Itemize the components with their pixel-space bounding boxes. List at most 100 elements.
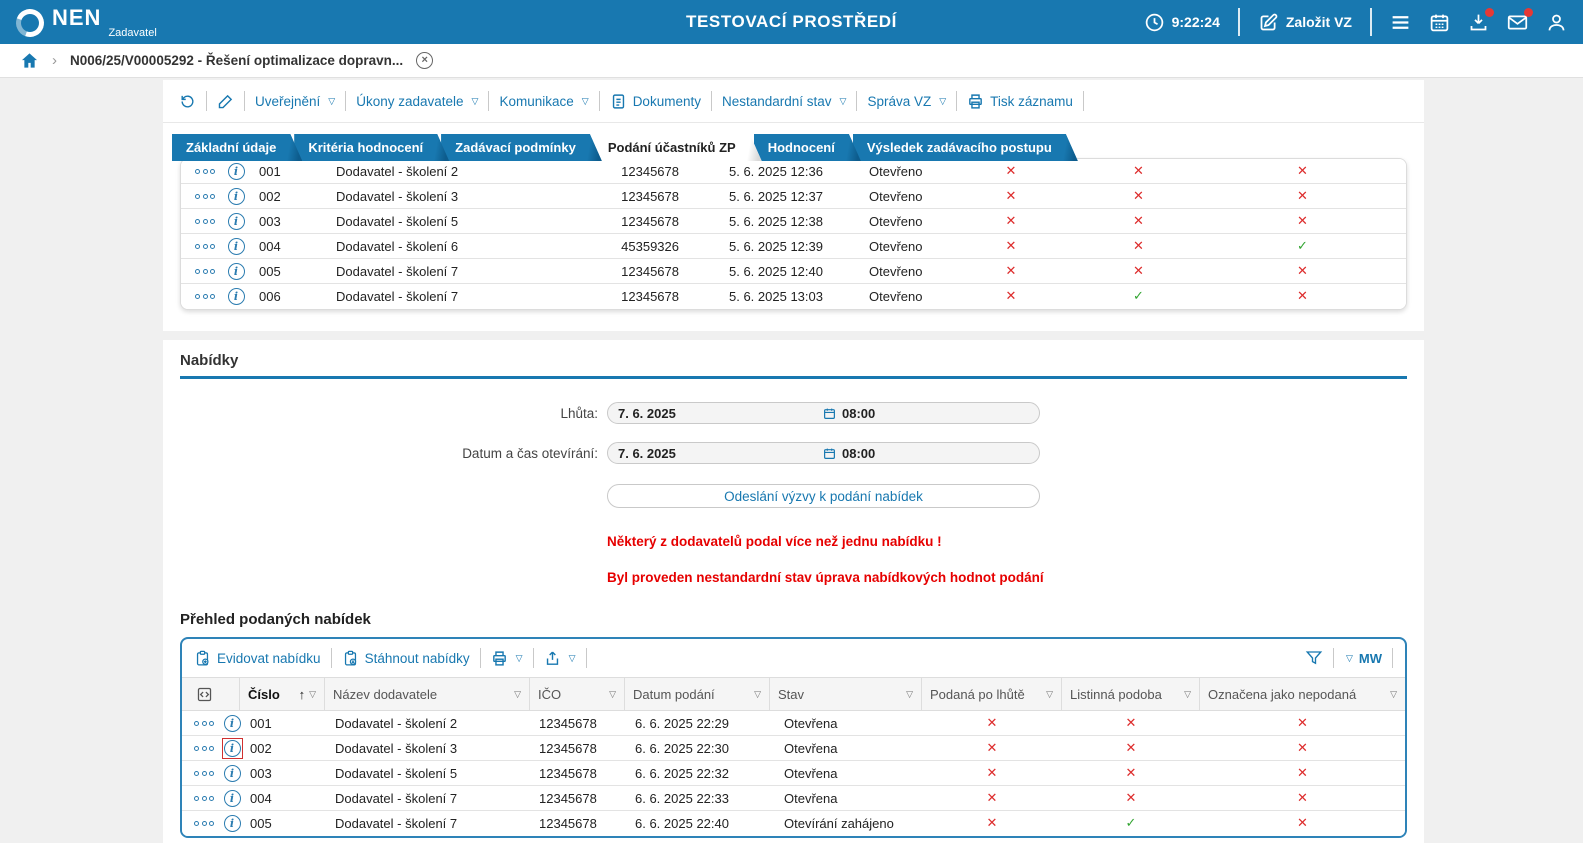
menu-komunikace[interactable]: Komunikace ▽ (499, 93, 589, 109)
mark-podana-po-lhute: ✕ (1005, 263, 1017, 279)
column-header-cislo[interactable]: Číslo ↑ ▽ (240, 678, 325, 710)
column-header-datum[interactable]: Datum podání ▽ (625, 678, 770, 710)
cell-ico: 12345678 (539, 715, 597, 731)
menu-uverejneni[interactable]: Uveřejnění ▽ (255, 93, 336, 109)
row-menu-icon[interactable] (195, 218, 218, 224)
menu-button[interactable] (1390, 12, 1411, 33)
info-icon[interactable]: i (227, 262, 245, 280)
row-menu-icon[interactable] (195, 294, 218, 299)
breadcrumb-item[interactable]: N006/25/V00005292 - Řešení optimalizace … (70, 53, 404, 68)
cell-datum: 5. 6. 2025 13:03 (729, 289, 823, 304)
view-selector[interactable]: ▽ MW (1345, 650, 1382, 666)
row-menu-icon[interactable] (195, 268, 218, 274)
info-icon[interactable]: i (223, 789, 241, 807)
menu-sprava-vz[interactable]: Správa VZ ▽ (867, 93, 947, 109)
row-menu-icon[interactable] (195, 193, 218, 199)
mark-podana-po-lhute: ✕ (986, 740, 998, 756)
tab-1[interactable]: Základní údaje (172, 134, 302, 161)
downloads-button[interactable] (1468, 7, 1494, 33)
row-menu-icon[interactable] (195, 243, 218, 249)
calendar-button[interactable] (1429, 12, 1450, 33)
column-header-po-lhute[interactable]: Podaná po lhůtě ▽ (922, 678, 1062, 710)
calendar-icon (1430, 14, 1449, 31)
cell-cislo: 002 (250, 740, 272, 756)
opening-time-value[interactable]: 08:00 (842, 445, 876, 461)
opening-field[interactable]: 7. 6. 2025 08:00 (607, 442, 1040, 464)
cell-nazev: Dodavatel - školení 5 (336, 213, 459, 229)
menu-ukony-zadavatele[interactable]: Úkony zadavatele ▽ (356, 93, 479, 109)
cell-stav: Otevřena (784, 740, 838, 756)
create-vz-button[interactable]: Založit VZ (1258, 12, 1352, 33)
row-menu-icon[interactable] (194, 770, 217, 776)
row-menu-icon[interactable] (194, 720, 217, 726)
nen-logo[interactable]: NEN Zadavatel (11, 3, 157, 42)
info-icon[interactable]: i (227, 162, 245, 180)
tab-6[interactable]: Výsledek zadávacího postupu (853, 134, 1078, 161)
cell-ico: 12345678 (539, 765, 597, 781)
register-offer-button[interactable]: Evidovat nabídku (194, 650, 321, 667)
info-icon[interactable]: i (227, 288, 245, 305)
info-icon[interactable]: i (223, 764, 241, 782)
chevron-down-icon: ▽ (1046, 688, 1053, 699)
download-offers-button[interactable]: Stáhnout nabídky (342, 650, 470, 667)
cell-stav: Otevřeno (869, 163, 923, 179)
sort-asc-icon: ↑ (298, 686, 306, 702)
info-icon[interactable]: i (227, 187, 245, 205)
tab-3[interactable]: Zadávací podmínky (441, 134, 602, 161)
menu-nestandardni-stav[interactable]: Nestandardní stav ▽ (721, 93, 847, 109)
row-menu-icon[interactable] (194, 745, 217, 751)
deadline-time-value[interactable]: 08:00 (842, 405, 876, 421)
column-header-ico[interactable]: IČO ▽ (530, 678, 625, 710)
tab-4[interactable]: Podání účastníků ZP (594, 134, 762, 161)
chevron-down-icon: ▽ (309, 688, 316, 699)
table-row: i 001 Dodavatel - školení 2 12345678 5. … (181, 159, 1406, 184)
column-chooser[interactable] (182, 678, 240, 710)
column-header-nepodana[interactable]: Označena jako nepodaná ▽ (1208, 686, 1397, 702)
mark-listinna-podoba: ✕ (1133, 238, 1144, 254)
row-menu-icon[interactable] (194, 821, 217, 826)
mark-oznacena-nepodana: ✕ (1297, 715, 1308, 731)
profile-button[interactable] (1546, 12, 1567, 33)
opening-label: Datum a čas otevírání: (462, 445, 598, 461)
cell-ico: 12345678 (621, 263, 679, 279)
info-icon[interactable]: i (227, 212, 245, 230)
home-icon[interactable] (20, 51, 39, 70)
info-icon[interactable]: i (227, 237, 245, 255)
tab-2[interactable]: Kritéria hodnocení (294, 134, 449, 161)
row-actions: i (181, 209, 251, 233)
calendar-icon (824, 448, 835, 459)
download-notification-badge (1485, 7, 1494, 17)
mark-podana-po-lhute: ✕ (1005, 188, 1017, 204)
column-header-nazev[interactable]: Název dodavatele ▽ (325, 678, 530, 710)
row-menu-icon[interactable] (194, 795, 217, 801)
messages-button[interactable] (1507, 7, 1533, 33)
deadline-field[interactable]: 7. 6. 2025 08:00 (607, 402, 1040, 424)
column-header-stav[interactable]: Stav ▽ (770, 678, 922, 710)
cell-ico: 12345678 (621, 213, 679, 229)
filter-icon[interactable] (1305, 649, 1323, 667)
mark-listinna-podoba: ✕ (1125, 765, 1137, 781)
history-button[interactable] (179, 93, 196, 110)
table-row: i 005 Dodavatel - školení 7 12345678 6. … (182, 811, 1405, 836)
column-header-listinna[interactable]: Listinná podoba ▽ (1062, 678, 1200, 710)
info-icon[interactable]: i (223, 714, 241, 732)
chevron-down-icon: ▽ (839, 95, 847, 106)
menu-dokumenty[interactable]: Dokumenty (610, 93, 701, 110)
print-table-button[interactable]: ▽ (491, 650, 523, 667)
edit-record-button[interactable] (217, 93, 234, 110)
tab-5[interactable]: Hodnocení (754, 134, 861, 161)
close-tab-icon[interactable]: × (416, 52, 434, 69)
clipboard-download-icon (344, 650, 356, 666)
opening-date-value[interactable]: 7. 6. 2025 (618, 445, 676, 461)
deadline-date-value[interactable]: 7. 6. 2025 (618, 405, 676, 421)
info-icon[interactable]: i (223, 739, 241, 757)
send-invitation-button[interactable]: Odeslání výzvy k podání nabídek (607, 484, 1040, 508)
record-tabs: Základní údaje Kritéria hodnocení Zadávací… (172, 134, 1424, 161)
info-icon[interactable]: i (223, 815, 241, 832)
breadcrumb: › N006/25/V00005292 - Řešení optimalizac… (0, 44, 1583, 78)
row-menu-icon[interactable] (195, 168, 218, 174)
print-record-button[interactable]: Tisk záznamu (967, 93, 1073, 110)
chevron-down-icon: ▽ (906, 688, 913, 699)
cell-nazev: Dodavatel - školení 7 (336, 263, 459, 279)
export-button[interactable]: ▽ (544, 650, 576, 667)
